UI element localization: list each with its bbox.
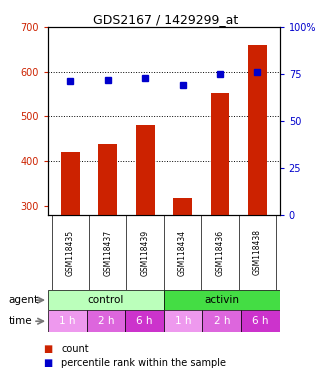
Text: ■: ■ — [43, 344, 52, 354]
Bar — [136, 124, 155, 341]
Bar — [125, 310, 164, 332]
Text: GSM118437: GSM118437 — [103, 229, 112, 276]
Bar — [164, 310, 203, 332]
Text: GSM118436: GSM118436 — [215, 229, 224, 276]
Bar — [241, 310, 280, 332]
Text: GSM118435: GSM118435 — [66, 229, 75, 276]
Bar — [61, 152, 80, 341]
Text: count: count — [61, 344, 89, 354]
Text: 2 h: 2 h — [213, 316, 230, 326]
Text: GSM118438: GSM118438 — [253, 230, 262, 275]
Text: ■: ■ — [43, 358, 52, 368]
Text: 6 h: 6 h — [252, 316, 269, 326]
Text: percentile rank within the sample: percentile rank within the sample — [61, 358, 226, 368]
Text: agent: agent — [8, 295, 38, 305]
Text: GSM118434: GSM118434 — [178, 229, 187, 276]
Bar — [48, 290, 164, 310]
Text: GDS2167 / 1429299_at: GDS2167 / 1429299_at — [93, 13, 238, 26]
Text: 6 h: 6 h — [136, 316, 153, 326]
Bar — [48, 310, 87, 332]
Text: GSM118439: GSM118439 — [141, 229, 150, 276]
Bar — [87, 310, 125, 332]
Bar — [173, 198, 192, 341]
Bar — [98, 144, 117, 341]
Bar — [203, 310, 241, 332]
Bar — [164, 290, 280, 310]
Text: time: time — [8, 316, 32, 326]
Text: control: control — [88, 295, 124, 305]
Bar — [211, 93, 229, 341]
Text: 1 h: 1 h — [175, 316, 191, 326]
Text: activin: activin — [204, 295, 239, 305]
Text: 1 h: 1 h — [59, 316, 75, 326]
Text: 2 h: 2 h — [98, 316, 114, 326]
Bar — [248, 45, 266, 341]
